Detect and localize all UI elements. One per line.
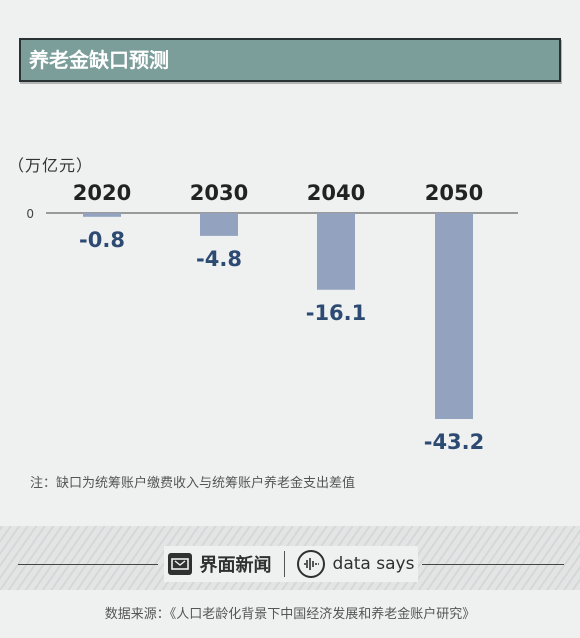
chart-title: 养老金缺口预测 (29, 48, 169, 72)
bar-2040 (317, 213, 355, 290)
brand-rule-right (422, 564, 564, 565)
brand-divider (283, 551, 285, 577)
brand-row: 界面新闻 data says (0, 546, 580, 582)
brand-name-en: data says (332, 554, 415, 574)
bar-2020 (83, 213, 121, 217)
brand-name-cn: 界面新闻 (199, 555, 272, 576)
brand-rule-left (18, 564, 158, 565)
value-label-2050: -43.2 (424, 430, 485, 454)
year-label-2050: 2050 (425, 181, 483, 205)
source-citation: 数据来源：《人口老龄化背景下中国经济发展和养老金账户研究》 (104, 607, 476, 622)
bar-2030 (200, 213, 238, 236)
value-label-2020: -0.8 (79, 228, 125, 252)
jiemian-logo-icon (167, 553, 192, 575)
chart-title-bar: 养老金缺口预测 (19, 38, 561, 82)
bars (83, 213, 473, 419)
year-label-2020: 2020 (73, 181, 131, 205)
bar-chart: 2020 2030 2040 2050 0 -0.8 -4.8 -16.1 -43.2 (26, 181, 518, 454)
value-label-2030: -4.8 (196, 247, 242, 271)
data-says-logo-icon (296, 550, 325, 578)
year-label-2040: 2040 (307, 181, 365, 205)
year-labels: 2020 2030 2040 2050 (73, 181, 483, 205)
unit-label: （万亿元） (8, 156, 94, 175)
year-label-2030: 2030 (190, 181, 248, 205)
value-labels: -0.8 -4.8 -16.1 -43.2 (79, 228, 484, 454)
footnote: 注：缺口为统筹账户缴费收入与统筹账户养老金支出差值 (30, 476, 356, 491)
zero-tick-label: 0 (26, 207, 34, 221)
value-label-2040: -16.1 (306, 301, 367, 325)
bar-2050 (435, 213, 473, 419)
brand-group: 界面新闻 data says (164, 546, 418, 582)
